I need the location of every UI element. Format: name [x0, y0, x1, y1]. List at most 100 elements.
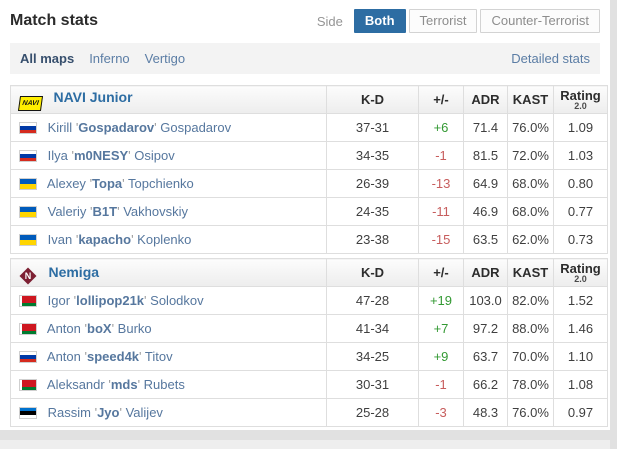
player-name-link[interactable]: Aleksandr 'mds' Rubets [46, 377, 185, 392]
side-filter-label: Side [316, 13, 343, 29]
stat-plusminus: -1 [418, 141, 464, 170]
column-header-rating: Rating 2.0 [553, 85, 608, 114]
side-tab-counter-terrorist[interactable]: Counter-Terrorist [480, 9, 600, 33]
team-name-link[interactable]: NAVI Junior [53, 88, 133, 105]
stat-kast: 68.0% [507, 197, 554, 226]
side-tab-terrorist[interactable]: Terrorist [408, 9, 478, 33]
stat-adr: 46.9 [463, 197, 508, 226]
stat-rating: 1.46 [553, 314, 608, 343]
stat-kast: 78.0% [507, 370, 554, 399]
side-tab-both[interactable]: Both [353, 9, 406, 33]
stat-adr: 64.9 [463, 169, 508, 198]
player-name-link[interactable]: Rassim 'Jyo' Valijev [47, 405, 163, 420]
player-row: Ivan 'kapacho' Koplenko 23-38 -15 63.5 6… [10, 225, 608, 254]
stat-adr: 81.5 [463, 141, 508, 170]
detailed-stats-link[interactable]: Detailed stats [511, 51, 590, 66]
player-name-link[interactable]: Anton 'boX' Burko [46, 321, 152, 336]
stat-rating: 1.08 [553, 370, 608, 399]
stat-kd: 26-39 [326, 169, 419, 198]
stat-plusminus: -15 [418, 225, 464, 254]
player-flag-icon [19, 122, 37, 134]
stat-plusminus: -1 [418, 370, 464, 399]
stat-rating: 1.09 [553, 113, 608, 142]
stat-kast: 82.0% [507, 286, 554, 315]
column-header-kast: KAST [507, 258, 554, 287]
stat-adr: 63.5 [463, 225, 508, 254]
player-row: Igor 'lollipop21k' Solodkov 47-28 +19 10… [10, 286, 608, 315]
team-stats-table-nemiga: N Nemiga K-D +/- ADR KAST Rating 2.0 Igor… [10, 258, 608, 427]
player-name-link[interactable]: Alexey 'Topa' Topchienko [46, 176, 194, 191]
stat-rating: 1.10 [553, 342, 608, 371]
stat-plusminus: +6 [418, 113, 464, 142]
player-flag-icon [19, 150, 37, 162]
column-header-plusminus: +/- [418, 258, 464, 287]
stat-kd: 23-38 [326, 225, 419, 254]
stat-adr: 103.0 [463, 286, 508, 315]
stat-plusminus: +19 [418, 286, 464, 315]
match-stats-panel: Match stats Side Both Terrorist Counter-… [0, 0, 610, 430]
player-name-link[interactable]: Valeriy 'B1T' Vakhovskiy [47, 204, 188, 219]
stat-kd: 41-34 [326, 314, 419, 343]
player-flag-icon [19, 234, 37, 246]
map-tab-vertigo[interactable]: Vertigo [144, 51, 186, 66]
player-name-link[interactable]: Kirill 'Gospadarov' Gospadarov [47, 120, 232, 135]
stat-adr: 66.2 [463, 370, 508, 399]
player-name-link[interactable]: Ilya 'm0NESY' Osipov [47, 148, 175, 163]
stat-adr: 71.4 [463, 113, 508, 142]
stat-rating: 1.52 [553, 286, 608, 315]
team-header-row: N Nemiga K-D +/- ADR KAST Rating 2.0 [10, 258, 608, 287]
player-row: Rassim 'Jyo' Valijev 25-28 -3 48.3 76.0%… [10, 398, 608, 427]
map-tab-inferno[interactable]: Inferno [89, 51, 130, 66]
team-header-row: NAVI NAVI Junior K-D +/- ADR KAST Rating… [10, 85, 608, 114]
stat-adr: 63.7 [463, 342, 508, 371]
stat-rating: 0.97 [553, 398, 608, 427]
map-tab-all-maps[interactable]: All maps [20, 51, 75, 66]
stat-kast: 62.0% [507, 225, 554, 254]
player-name-link[interactable]: Ivan 'kapacho' Koplenko [47, 232, 192, 247]
stat-rating: 0.73 [553, 225, 608, 254]
match-stats-header: Match stats Side Both Terrorist Counter-… [0, 0, 610, 41]
stat-kast: 88.0% [507, 314, 554, 343]
player-flag-icon [19, 351, 37, 363]
stat-plusminus: -11 [418, 197, 464, 226]
player-row: Anton 'speed4k' Titov 34-25 +9 63.7 70.0… [10, 342, 608, 371]
column-header-plusminus: +/- [418, 85, 464, 114]
stat-plusminus: -13 [418, 169, 464, 198]
player-row: Valeriy 'B1T' Vakhovskiy 24-35 -11 46.9 … [10, 197, 608, 226]
stat-kast: 76.0% [507, 398, 554, 427]
navi-junior-logo-icon: NAVI [17, 95, 44, 111]
player-row: Aleksandr 'mds' Rubets 30-31 -1 66.2 78.… [10, 370, 608, 399]
stat-kd: 30-31 [326, 370, 419, 399]
stat-kast: 70.0% [507, 342, 554, 371]
column-header-kast: KAST [507, 85, 554, 114]
column-header-rating: Rating 2.0 [553, 258, 608, 287]
stat-kd: 24-35 [326, 197, 419, 226]
stat-plusminus: +9 [418, 342, 464, 371]
stat-kd: 47-28 [326, 286, 419, 315]
stat-adr: 97.2 [463, 314, 508, 343]
player-name-link[interactable]: Anton 'speed4k' Titov [46, 349, 173, 364]
team-name-link[interactable]: Nemiga [48, 263, 100, 280]
player-flag-icon [19, 323, 37, 335]
column-header-adr: ADR [463, 85, 508, 114]
side-filter: Side Both Terrorist Counter-Terrorist [317, 9, 600, 33]
team-stats-table-navi-junior: NAVI NAVI Junior K-D +/- ADR KAST Rating… [10, 85, 608, 254]
column-header-kd: K-D [326, 85, 419, 114]
column-header-adr: ADR [463, 258, 508, 287]
page-title: Match stats [10, 12, 99, 29]
player-name-link[interactable]: Igor 'lollipop21k' Solodkov [47, 293, 204, 308]
stat-adr: 48.3 [463, 398, 508, 427]
map-filter-bar: All maps Inferno Vertigo Detailed stats [10, 43, 600, 74]
player-row: Ilya 'm0NESY' Osipov 34-35 -1 81.5 72.0%… [10, 141, 608, 170]
stat-kd: 37-31 [326, 113, 419, 142]
next-section-strip [0, 440, 610, 449]
player-flag-icon [19, 295, 37, 307]
stat-rating: 0.80 [553, 169, 608, 198]
stat-plusminus: +7 [418, 314, 464, 343]
player-row: Alexey 'Topa' Topchienko 26-39 -13 64.9 … [10, 169, 608, 198]
player-flag-icon [19, 379, 37, 391]
stat-kast: 68.0% [507, 169, 554, 198]
stat-kast: 72.0% [507, 141, 554, 170]
stat-kd: 34-35 [326, 141, 419, 170]
player-flag-icon [19, 407, 37, 419]
